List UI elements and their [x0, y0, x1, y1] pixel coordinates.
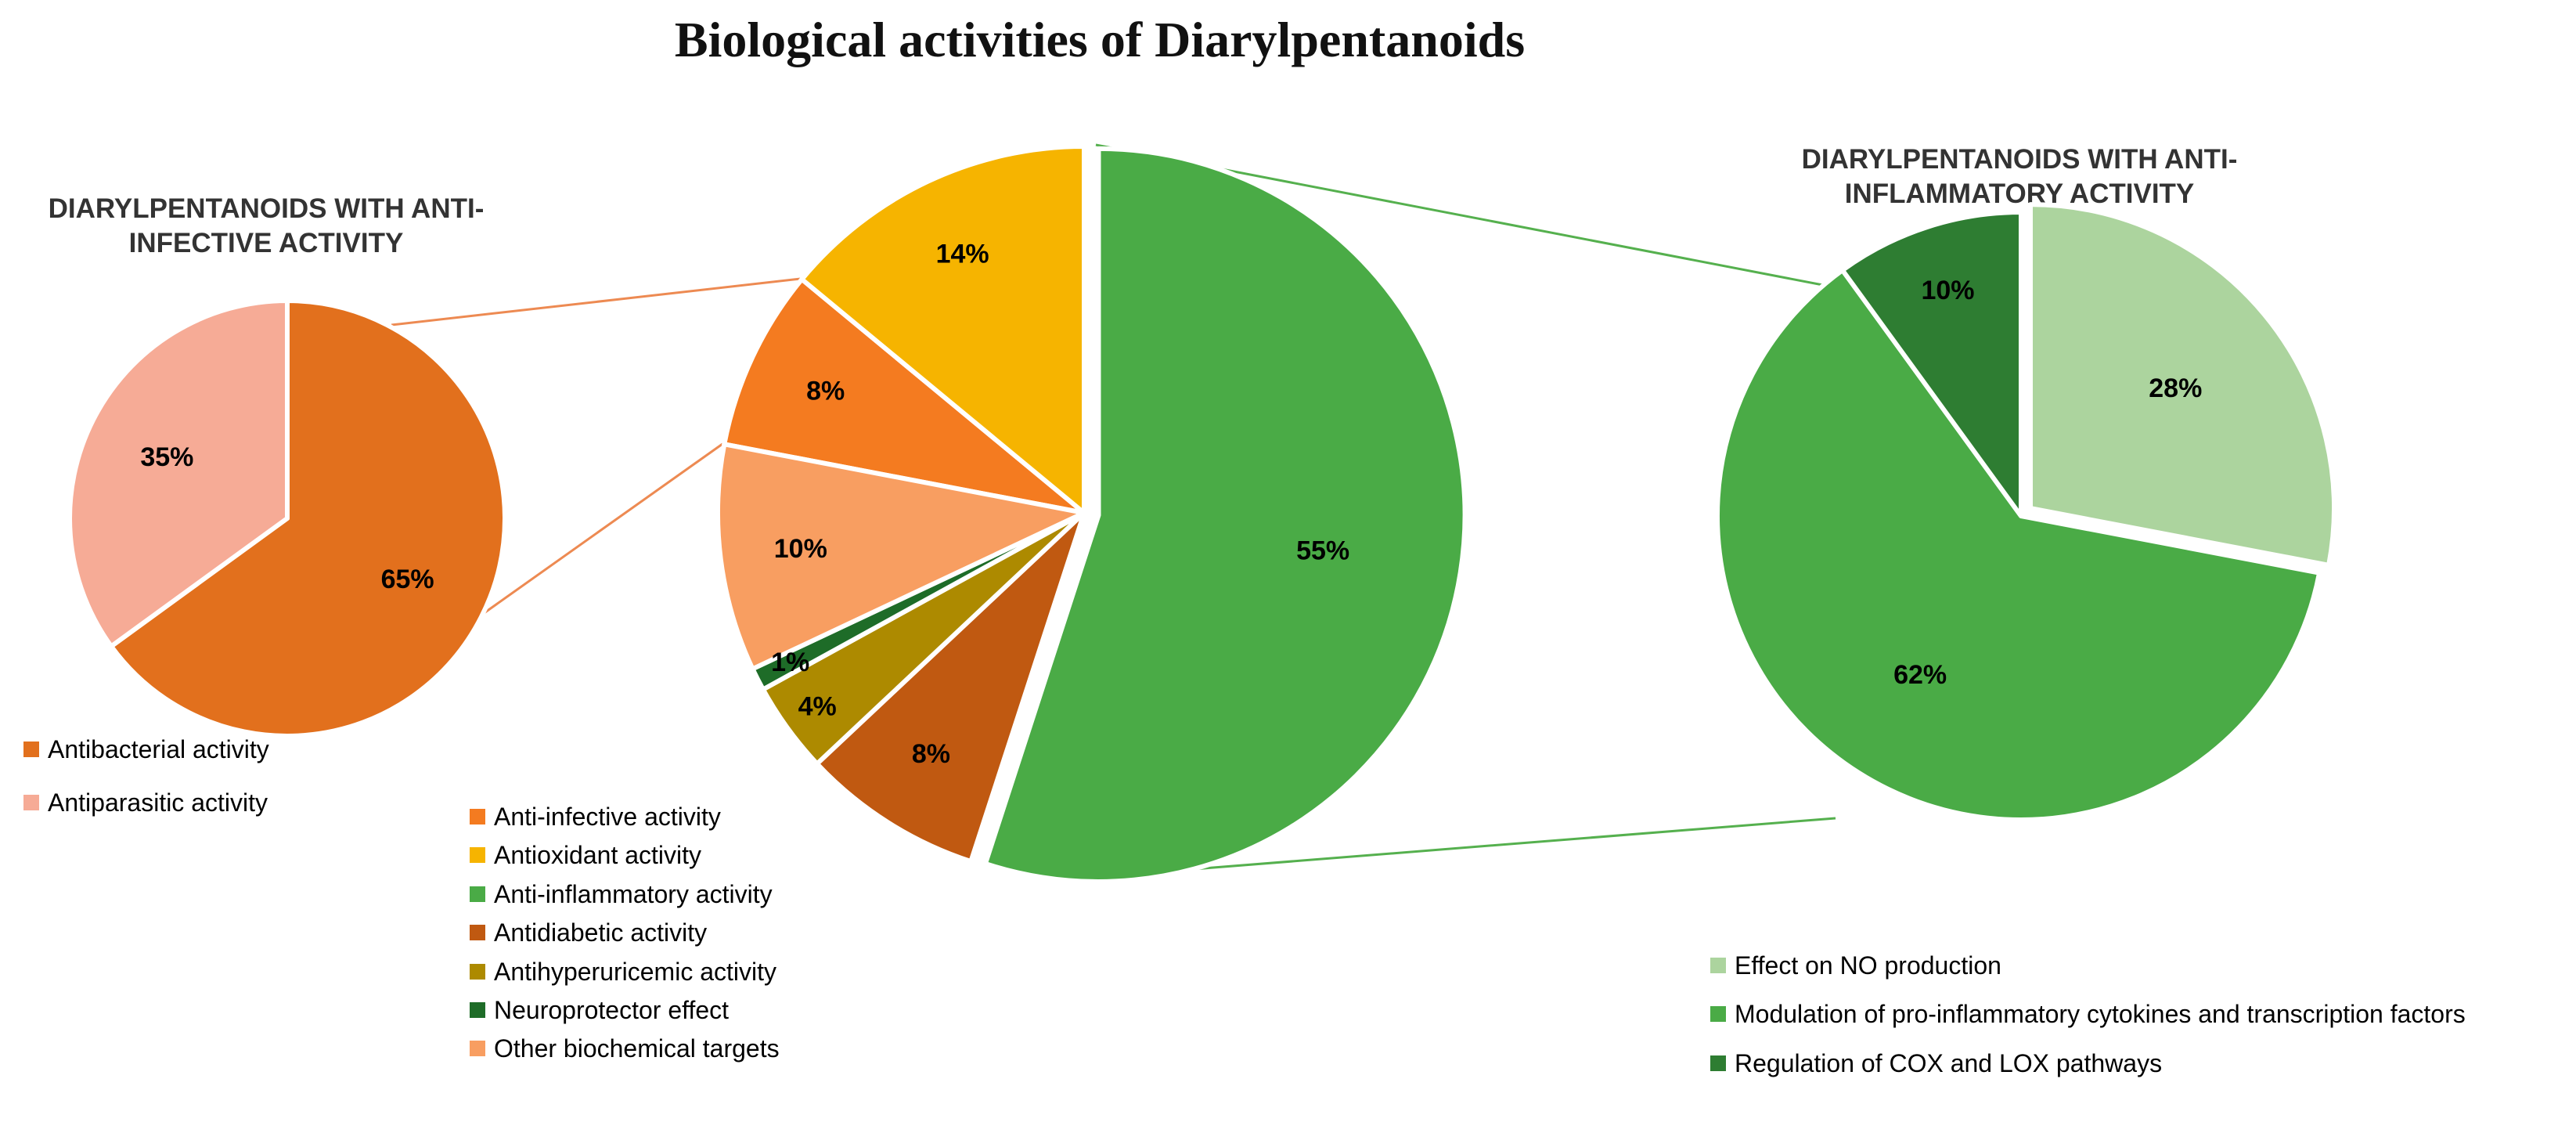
legend-marker	[23, 795, 39, 811]
anti-infective-pct-label-1: 35%	[140, 442, 193, 472]
main-slice-1	[799, 144, 1086, 515]
anti-inflammatory-pct-label-2: 10%	[1921, 276, 1974, 305]
pie-anti-inflammatory: 28% 62% 10%	[1715, 202, 2336, 822]
legend-item: Anti-infective activity	[470, 802, 780, 832]
legend-label: Antihyperuricemic activity	[494, 957, 776, 986]
legend-label: Regulation of COX and LOX pathways	[1735, 1048, 2163, 1077]
connector-anti-inflammatory-bottom-line	[1193, 817, 1836, 871]
legend-label: Modulation of pro-inflammatory cytokines…	[1735, 1000, 2466, 1029]
legend-marker	[470, 1041, 485, 1057]
pie-main: 8% 14% 55% 8% 4% 1% 10%	[715, 144, 1468, 884]
figure-title: Biological activities of Diarylpentanoid…	[674, 12, 1526, 67]
legend-item: Antibacterial activity	[23, 734, 269, 764]
legend-item: Modulation of pro-inflammatory cytokines…	[1710, 999, 2524, 1029]
legend-item: Antiparasitic activity	[23, 788, 269, 817]
anti-inflammatory-pct-label-1: 62%	[1893, 660, 1947, 690]
legend-label: Anti-inflammatory activity	[494, 879, 773, 908]
right-chart-title: DIARYLPENTANOIDS WITH ANTI-INFLAMMATORY …	[1801, 144, 2238, 209]
legend-main: Anti-infective activity Antioxidant activ…	[470, 802, 780, 1064]
legend-label: Anti-infective activity	[494, 803, 721, 831]
legend-marker	[470, 925, 485, 941]
main-slice-6	[715, 442, 1086, 672]
left-chart-title: DIARYLPENTANOIDS WITH ANTI-INFECTIVE ACT…	[48, 193, 485, 258]
legend-anti-infective: Antibacterial activity Antiparasitic acti…	[23, 734, 269, 818]
main-slice-3	[814, 511, 1086, 864]
main-pct-label-4: 4%	[798, 692, 837, 722]
legend-marker	[470, 847, 485, 864]
legend-item: Antidiabetic activity	[470, 918, 780, 947]
legend-marker	[470, 963, 485, 980]
legend-item: Anti-inflammatory activity	[470, 879, 780, 909]
anti-infective-slice-0	[109, 298, 507, 738]
legend-anti-inflammatory: Effect on NO production Modulation of pro…	[1710, 951, 2524, 1078]
anti-inflammatory-slice-2	[1839, 210, 2023, 518]
legend-label: Antiparasitic activity	[48, 788, 268, 817]
legend-label: Effect on NO production	[1735, 951, 2001, 980]
legend-marker	[1710, 1006, 1726, 1023]
legend-marker	[470, 1001, 485, 1018]
anti-inflammatory-slice-0	[2028, 202, 2336, 568]
legend-marker	[470, 886, 485, 902]
legend-marker	[1710, 1055, 1726, 1071]
anti-inflammatory-pct-label-0: 28%	[2149, 373, 2202, 403]
legend-item: Antihyperuricemic activity	[470, 957, 780, 987]
legend-item: Effect on NO production	[1710, 951, 2524, 980]
main-slice-0	[722, 276, 1086, 515]
legend-item: Regulation of COX and LOX pathways	[1710, 1048, 2524, 1078]
anti-infective-pct-label-0: 65%	[381, 565, 434, 594]
main-pct-label-5: 1%	[771, 648, 809, 677]
legend-label: Other biochemical targets	[494, 1034, 780, 1063]
legend-marker	[1710, 958, 1726, 973]
main-pct-label-2: 55%	[1296, 536, 1349, 565]
legend-label: Antioxidant activity	[494, 841, 702, 870]
legend-item: Other biochemical targets	[470, 1034, 780, 1063]
legend-label: Neuroprotector effect	[494, 995, 730, 1024]
main-slice-2	[982, 146, 1468, 884]
legend-item: Neuroprotector effect	[470, 995, 780, 1025]
legend-label: Antibacterial activity	[48, 735, 269, 763]
anti-infective-slice-1	[67, 298, 290, 649]
pie-anti-infective: 65% 35%	[67, 298, 507, 738]
main-pct-label-3: 8%	[912, 739, 950, 769]
main-pct-label-6: 10%	[774, 534, 827, 564]
connector-anti-infective-top-line	[391, 277, 802, 327]
main-pct-label-0: 8%	[806, 377, 845, 406]
main-pct-label-1: 14%	[936, 240, 989, 269]
legend-item: Antioxidant activity	[470, 840, 780, 870]
legend-marker	[470, 809, 485, 824]
anti-inflammatory-slice-1	[1715, 268, 2322, 822]
legend-marker	[23, 742, 39, 757]
legend-label: Antidiabetic activity	[494, 918, 708, 947]
